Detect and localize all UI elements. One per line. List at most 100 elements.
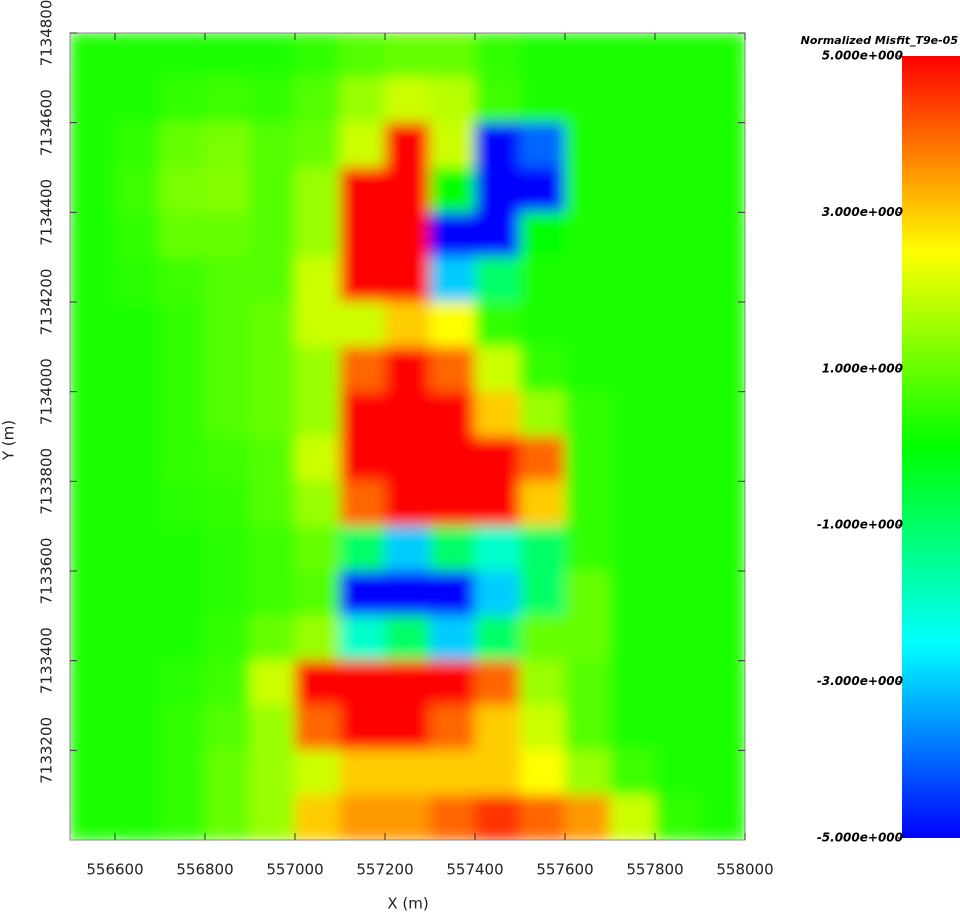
heat-cell: [204, 436, 251, 482]
heat-cell: [114, 391, 161, 437]
heat-cell: [249, 749, 296, 796]
heat-cell: [384, 615, 431, 662]
heat-cell: [384, 77, 431, 124]
heat-cell: [204, 211, 251, 258]
heat-cell: [339, 570, 386, 617]
heat-cell: [699, 391, 745, 437]
heat-cell: [114, 256, 161, 303]
heat-cell: [474, 749, 521, 796]
heat-cell: [159, 525, 206, 572]
heat-cell: [519, 33, 566, 79]
heat-cell: [474, 660, 521, 706]
heat-cell: [609, 749, 656, 796]
heat-cell: [249, 615, 296, 662]
heat-cell: [474, 794, 521, 840]
heat-cell: [699, 211, 745, 258]
heat-cell: [654, 436, 701, 482]
heat-cell: [339, 346, 386, 393]
heat-cell: [159, 211, 206, 258]
heat-cell: [384, 525, 431, 572]
heat-cell: [70, 391, 116, 437]
heat-cell: [654, 705, 701, 751]
heat-cell: [70, 301, 116, 348]
heat-cell: [339, 301, 386, 348]
heat-cell: [654, 570, 701, 617]
heat-cell: [474, 436, 521, 482]
heat-cell: [519, 256, 566, 303]
heat-cell: [204, 705, 251, 751]
colorbar-tick-label: 1.000e+000: [822, 361, 903, 375]
heat-cell: [294, 122, 341, 168]
heat-cell: [564, 301, 611, 348]
heat-cell: [654, 167, 701, 213]
heat-cell: [294, 256, 341, 303]
heat-cell: [609, 391, 656, 437]
heat-cell: [699, 705, 745, 751]
heat-cell: [474, 615, 521, 662]
heat-cell: [249, 705, 296, 751]
heat-cell: [204, 794, 251, 840]
heat-cell: [204, 660, 251, 706]
heat-cell: [159, 480, 206, 527]
heat-cell: [564, 211, 611, 258]
heat-cell: [474, 211, 521, 258]
heat-cell: [70, 525, 116, 572]
heat-cell: [114, 570, 161, 617]
heat-cell: [114, 705, 161, 751]
heat-cell: [249, 33, 296, 79]
heat-cell: [204, 525, 251, 572]
heat-cell: [159, 256, 206, 303]
plot-frame: [69, 32, 746, 841]
heat-cell: [339, 615, 386, 662]
heat-cell: [654, 301, 701, 348]
heat-cell: [294, 660, 341, 706]
heat-cell: [654, 660, 701, 706]
heat-cell: [384, 480, 431, 527]
heat-cell: [699, 346, 745, 393]
heat-cell: [339, 33, 386, 79]
heat-cell: [339, 705, 386, 751]
heat-cell: [519, 122, 566, 168]
heat-cell: [519, 77, 566, 124]
y-tick-label: 7133400: [38, 627, 56, 694]
heat-cell: [429, 256, 476, 303]
x-tick-label: 557400: [446, 861, 503, 879]
heat-cell: [249, 525, 296, 572]
heat-cell: [159, 749, 206, 796]
heat-cell: [699, 749, 745, 796]
heat-cell: [159, 436, 206, 482]
heat-cell: [114, 436, 161, 482]
heat-cell: [70, 346, 116, 393]
heat-cell: [474, 480, 521, 527]
heat-cell: [429, 33, 476, 79]
heat-cell: [70, 77, 116, 124]
heat-cell: [159, 660, 206, 706]
heat-cell: [294, 436, 341, 482]
heat-cell: [204, 33, 251, 79]
heat-cell: [519, 525, 566, 572]
heat-cell: [429, 167, 476, 213]
heat-cell: [294, 211, 341, 258]
heat-cell: [654, 525, 701, 572]
y-axis-label: Y (m): [0, 420, 18, 461]
heat-cell: [70, 480, 116, 527]
heat-cell: [204, 346, 251, 393]
heat-cell: [609, 525, 656, 572]
heat-cell: [384, 346, 431, 393]
heat-cell: [70, 615, 116, 662]
x-tick-label: 556600: [86, 861, 143, 879]
heat-cell: [699, 570, 745, 617]
heat-cell: [204, 480, 251, 527]
heat-cell: [699, 122, 745, 168]
heat-cell: [429, 615, 476, 662]
x-axis-label: X (m): [387, 895, 428, 913]
heat-cell: [249, 391, 296, 437]
colorbar-tick-label: 3.000e+000: [822, 205, 903, 219]
heat-cell: [204, 615, 251, 662]
heat-cell: [159, 122, 206, 168]
heat-cell: [70, 705, 116, 751]
heat-cell: [609, 77, 656, 124]
heat-cell: [114, 167, 161, 213]
heat-cell: [564, 660, 611, 706]
